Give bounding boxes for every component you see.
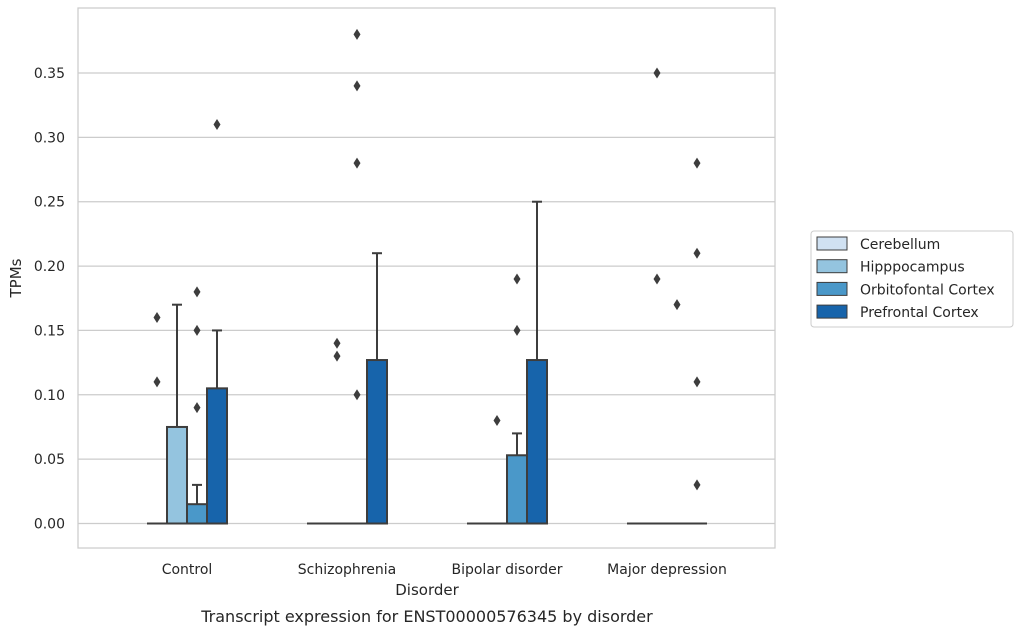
box-prefrontal-cortex <box>526 200 548 525</box>
x-tick-label: Bipolar disorder <box>451 562 562 578</box>
outlier-point <box>333 337 341 349</box>
box-layer <box>147 200 707 525</box>
legend-swatch <box>816 236 848 251</box>
legend: Cerebellum Hipppocampus Orbitofontal Corte… <box>810 230 1014 328</box>
box-prefrontal-cortex <box>206 329 228 525</box>
x-tick-label: Major depression <box>607 562 727 578</box>
outlier-point <box>193 402 201 414</box>
outlier-point <box>513 324 521 336</box>
outlier-point <box>153 312 161 324</box>
outlier-point <box>693 247 701 259</box>
box-body <box>366 359 388 525</box>
legend-label: Cerebellum <box>860 237 940 253</box>
outlier-point <box>353 28 361 40</box>
outlier-point <box>673 299 681 311</box>
outlier-point <box>193 324 201 336</box>
outlier-point <box>213 118 221 130</box>
y-axis-title: TPMs <box>7 258 25 298</box>
box-orbitofontal-cortex <box>186 483 208 525</box>
y-tick-label: 0.35 <box>34 66 65 82</box>
y-tick-label: 0.10 <box>34 388 65 404</box>
legend-swatch <box>816 304 848 319</box>
outlier-layer <box>153 28 701 491</box>
outlier-point <box>353 80 361 92</box>
box-prefrontal-cortex <box>366 252 388 525</box>
y-tick-labels: 0.00 0.05 0.10 0.15 0.20 0.25 0.30 0.35 <box>34 66 65 533</box>
legend-swatch <box>816 281 848 296</box>
outlier-point <box>493 415 501 427</box>
outlier-point <box>153 376 161 388</box>
legend-swatch <box>816 259 848 274</box>
plot-frame <box>77 7 776 549</box>
box-hipppocampus <box>166 303 188 525</box>
outlier-point <box>353 389 361 401</box>
x-tick-label: Control <box>162 562 213 578</box>
outlier-point <box>513 273 521 285</box>
box-body <box>186 503 208 525</box>
box-body <box>166 425 188 525</box>
box-body <box>206 387 228 525</box>
outlier-point <box>693 376 701 388</box>
box-orbitofontal-cortex <box>506 432 528 525</box>
outlier-point <box>653 67 661 79</box>
outlier-point <box>353 157 361 169</box>
y-tick-label: 0.20 <box>34 259 65 275</box>
outlier-point <box>653 273 661 285</box>
y-tick-label: 0.25 <box>34 195 65 211</box>
x-tick-label: Schizophrenia <box>298 562 396 578</box>
legend-label: Hipppocampus <box>860 260 965 276</box>
legend-label: Prefrontal Cortex <box>860 305 979 321</box>
x-axis-title: Disorder <box>395 581 459 599</box>
outlier-point <box>333 350 341 362</box>
legend-label: Orbitofontal Cortex <box>860 282 995 298</box>
box-body <box>526 359 548 525</box>
y-tick-label: 0.15 <box>34 323 65 339</box>
outlier-point <box>693 157 701 169</box>
y-tick-label: 0.00 <box>34 517 65 533</box>
legend-frame <box>810 230 1014 328</box>
y-tick-label: 0.05 <box>34 452 65 468</box>
x-tick-labels: Control Schizophrenia Bipolar disorder Majo… <box>162 562 727 578</box>
y-tick-label: 0.30 <box>34 130 65 146</box>
box-body <box>506 454 528 525</box>
chart-caption: Transcript expression for ENST0000057634… <box>200 607 653 626</box>
legend-items: Cerebellum Hipppocampus Orbitofontal Corte… <box>816 236 995 321</box>
outlier-point <box>193 286 201 298</box>
outlier-point <box>693 479 701 491</box>
